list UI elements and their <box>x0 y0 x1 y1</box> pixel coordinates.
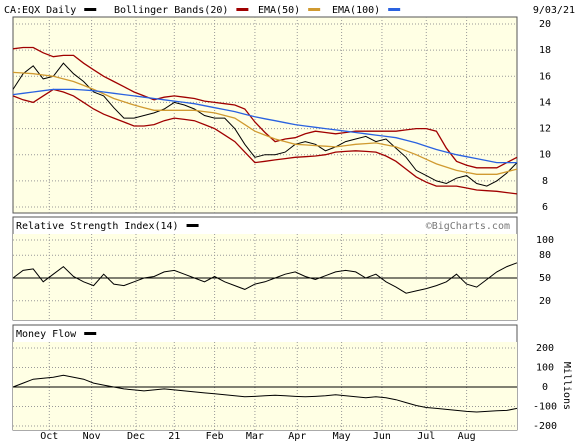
legend-label: Bollinger Bands(20) <box>114 5 228 16</box>
y-tick-label: 16 <box>539 71 551 82</box>
y-tick-label: 18 <box>539 45 551 56</box>
y-tick-label: 100 <box>536 235 554 246</box>
x-tick-label: Aug <box>458 431 476 442</box>
series-line <box>12 374 518 413</box>
rsi-plot <box>13 234 517 320</box>
date-label: 9/03/21 <box>533 5 575 16</box>
y-tick-label: 200 <box>536 343 554 354</box>
y-tick-label: 8 <box>542 176 548 187</box>
y-tick-label: 100 <box>536 363 554 374</box>
x-tick-label: Apr <box>288 431 306 442</box>
legend-swatch <box>186 224 199 227</box>
series-line <box>12 62 518 187</box>
series-line <box>12 262 518 294</box>
mf-plot <box>13 342 517 430</box>
y-tick-label: -200 <box>533 421 557 432</box>
series-line <box>12 88 518 195</box>
legend-swatch <box>308 8 321 11</box>
x-tick-label: Mar <box>246 431 264 442</box>
x-tick-label: Oct <box>40 431 58 442</box>
y-tick-label: 12 <box>539 124 551 135</box>
legend-swatch <box>388 8 401 11</box>
y-tick-label: 10 <box>539 150 551 161</box>
y-axis-label: Millions <box>561 362 572 410</box>
x-tick-label: Dec <box>127 431 145 442</box>
legend-swatch <box>236 8 249 11</box>
y-tick-label: 20 <box>539 19 551 30</box>
legend-label: EMA(100) <box>332 5 380 16</box>
y-tick-label: 6 <box>542 202 548 213</box>
price-panel <box>12 16 518 214</box>
watermark: ©BigCharts.com <box>426 221 510 232</box>
x-tick-label: Jun <box>373 431 391 442</box>
series-line <box>12 46 518 169</box>
legend-swatch <box>84 8 97 11</box>
y-tick-label: 80 <box>539 250 551 261</box>
legend-label: CA:EQX Daily <box>4 5 76 16</box>
legend-swatch <box>84 332 97 335</box>
y-tick-label: -100 <box>533 402 557 413</box>
x-tick-label: May <box>333 431 351 442</box>
x-tick-label: Feb <box>206 431 224 442</box>
x-tick-label: Nov <box>83 431 101 442</box>
y-tick-label: 20 <box>539 296 551 307</box>
x-tick-label: 21 <box>168 431 180 442</box>
y-tick-label: 0 <box>542 382 548 393</box>
panel-title: Relative Strength Index(14) <box>16 221 179 232</box>
y-tick-label: 50 <box>539 273 551 284</box>
y-tick-label: 14 <box>539 97 551 108</box>
series-line <box>12 88 517 164</box>
x-tick-label: Jul <box>417 431 435 442</box>
panel-title: Money Flow <box>16 329 77 340</box>
legend-label: EMA(50) <box>258 5 300 16</box>
